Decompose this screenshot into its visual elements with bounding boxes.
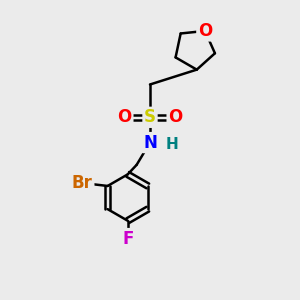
Text: O: O [118,108,132,126]
Text: Br: Br [72,174,93,192]
Text: F: F [122,230,134,247]
Text: N: N [143,134,157,152]
Text: H: H [166,136,179,152]
Text: O: O [168,108,182,126]
Text: S: S [144,108,156,126]
Text: O: O [198,22,212,40]
